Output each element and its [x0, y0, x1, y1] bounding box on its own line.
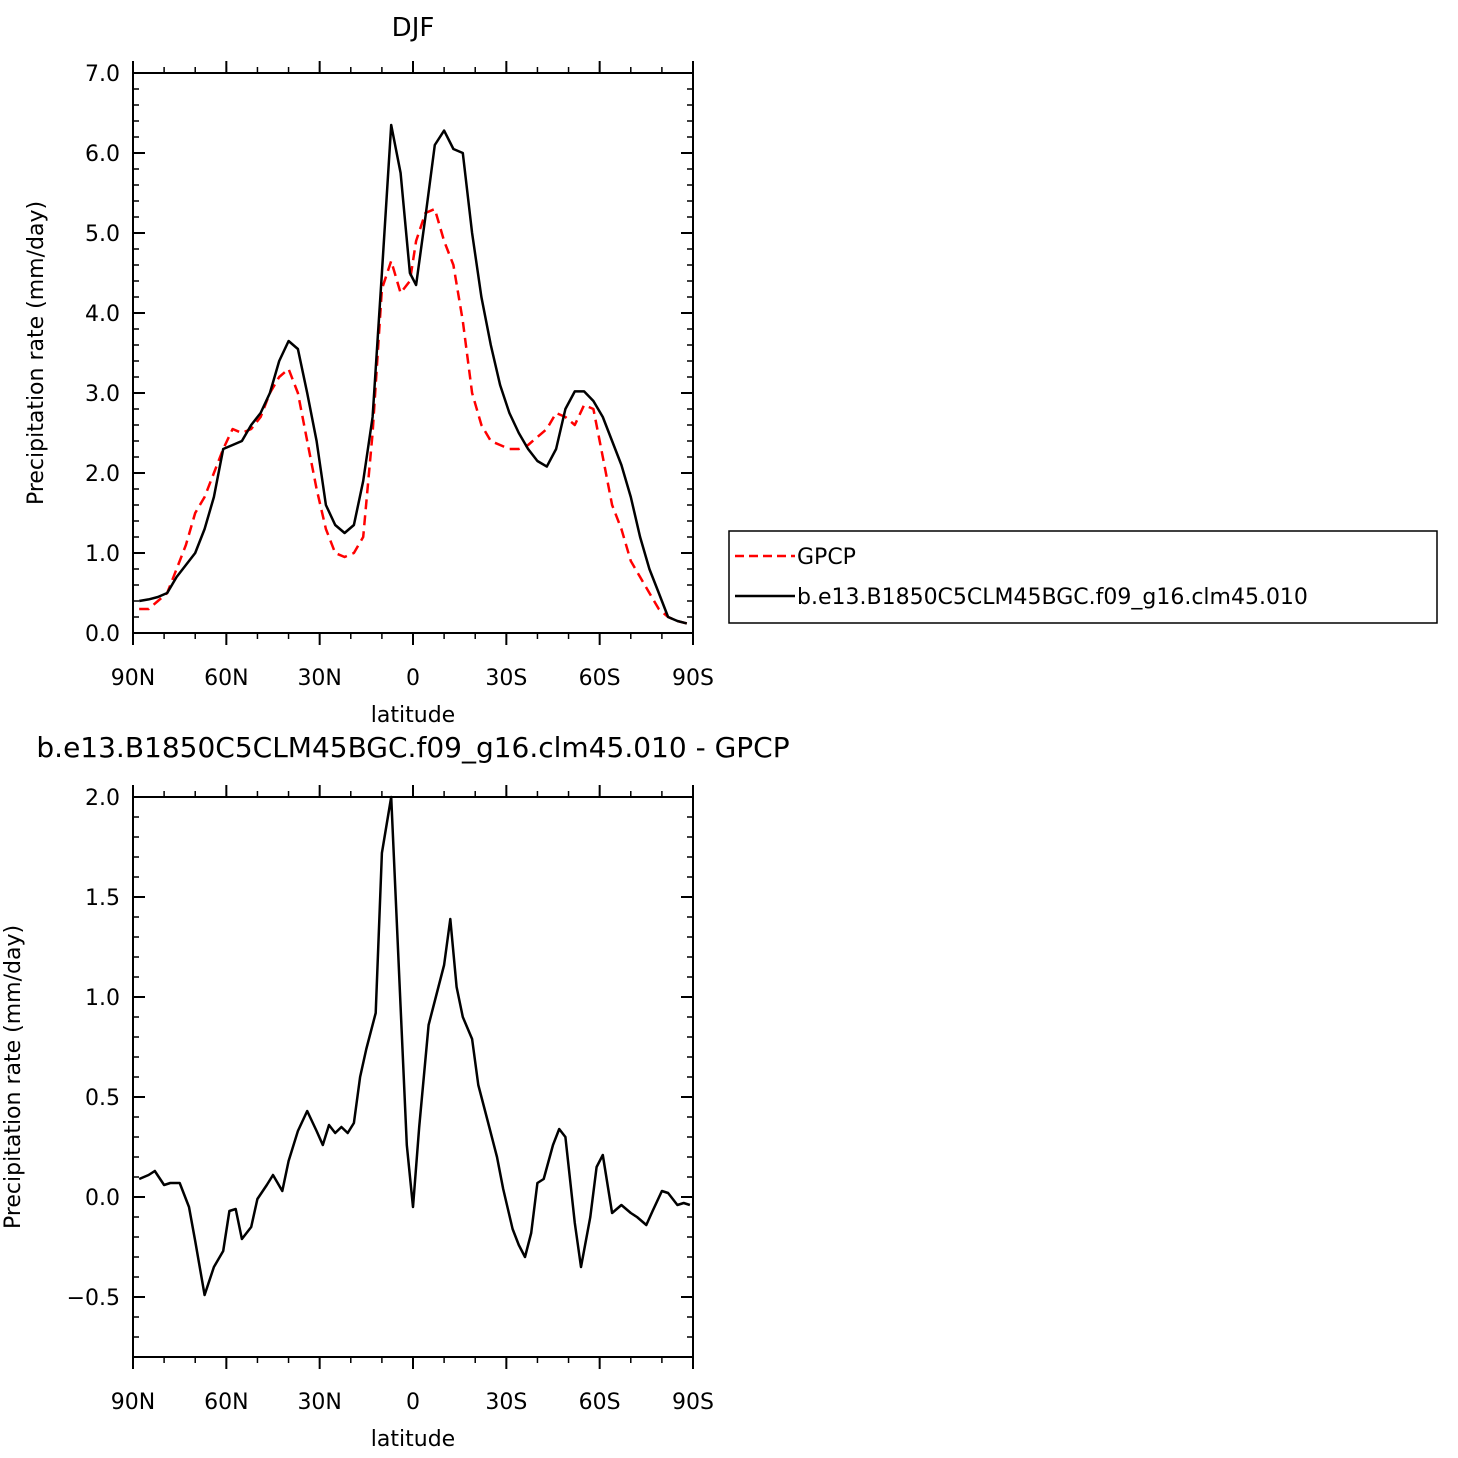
top-chart-title: DJF	[392, 13, 435, 43]
top-y-tick-label: 3.0	[85, 382, 120, 407]
top-chart-panel: DJF 0.0 1.0 2.0 3.0 4.0 5.0 6.0 7.0 90N 60N 30N 0 3…	[24, 13, 714, 728]
bottom-series-layer	[138, 795, 691, 1297]
top-y-tick-label: 6.0	[85, 142, 120, 167]
bottom-y-tick-label: 0.5	[85, 1086, 120, 1111]
top-y-tick-label: 7.0	[85, 62, 120, 87]
legend-label-model: b.e13.B1850C5CLM45BGC.f09_g16.clm45.010	[797, 585, 1308, 610]
bottom-x-tick-label: 90N	[111, 1390, 155, 1415]
top-x-axis: 90N 60N 30N 0 30S 60S 90S	[111, 61, 714, 691]
top-y-tick-label: 2.0	[85, 462, 120, 487]
legend: GPCP b.e13.B1850C5CLM45BGC.f09_g16.clm45…	[728, 530, 1438, 624]
bottom-x-tick-label: 30N	[297, 1390, 341, 1415]
top-x-tick-label: 90S	[672, 666, 714, 691]
top-series-line-1	[138, 123, 688, 625]
bottom-x-tick-label: 60N	[204, 1390, 248, 1415]
legend-label-gpcp: GPCP	[797, 545, 856, 570]
bottom-x-tick-label: 90S	[672, 1390, 714, 1415]
bottom-y-tick-label: −0.5	[67, 1286, 120, 1311]
legend-box	[728, 530, 1438, 624]
bottom-y-axis-label: Precipitation rate (mm/day)	[1, 925, 26, 1229]
bottom-x-tick-label: 60S	[579, 1390, 621, 1415]
top-y-axis-label: Precipitation rate (mm/day)	[24, 201, 49, 505]
bottom-y-tick-label: 1.0	[85, 986, 120, 1011]
top-y-tick-label: 5.0	[85, 222, 120, 247]
top-x-tick-label: 30S	[485, 666, 527, 691]
top-x-tick-label: 60S	[579, 666, 621, 691]
top-y-axis: 0.0 1.0 2.0 3.0 4.0 5.0 6.0 7.0	[85, 62, 693, 647]
bottom-chart-panel: b.e13.B1850C5CLM45BGC.f09_g16.clm45.010 …	[1, 731, 790, 1452]
bottom-x-tick-label: 30S	[485, 1390, 527, 1415]
bottom-y-tick-label: 2.0	[85, 786, 120, 811]
top-x-tick-label: 60N	[204, 666, 248, 691]
top-plot-frame	[132, 72, 694, 634]
bottom-series-line-0	[138, 795, 691, 1297]
bottom-plot-frame	[132, 796, 694, 1358]
top-x-axis-label: latitude	[371, 703, 455, 728]
bottom-x-axis: 90N 60N 30N 0 30S 60S 90S	[111, 785, 714, 1415]
top-x-tick-label: 90N	[111, 666, 155, 691]
bottom-y-axis: −0.5 0.0 0.5 1.0 1.5 2.0	[67, 786, 693, 1358]
bottom-y-tick-label: 1.5	[85, 886, 120, 911]
bottom-y-tick-label: 0.0	[85, 1186, 120, 1211]
bottom-x-tick-label: 0	[406, 1390, 420, 1415]
top-y-tick-label: 0.0	[85, 622, 120, 647]
top-y-tick-label: 1.0	[85, 542, 120, 567]
top-series-line-0	[139, 207, 688, 625]
top-x-tick-label: 0	[406, 666, 420, 691]
top-y-tick-label: 4.0	[85, 302, 120, 327]
top-x-tick-label: 30N	[297, 666, 341, 691]
bottom-chart-title: b.e13.B1850C5CLM45BGC.f09_g16.clm45.010 …	[36, 731, 789, 764]
bottom-x-axis-label: latitude	[371, 1427, 455, 1452]
top-series-layer	[138, 123, 688, 625]
